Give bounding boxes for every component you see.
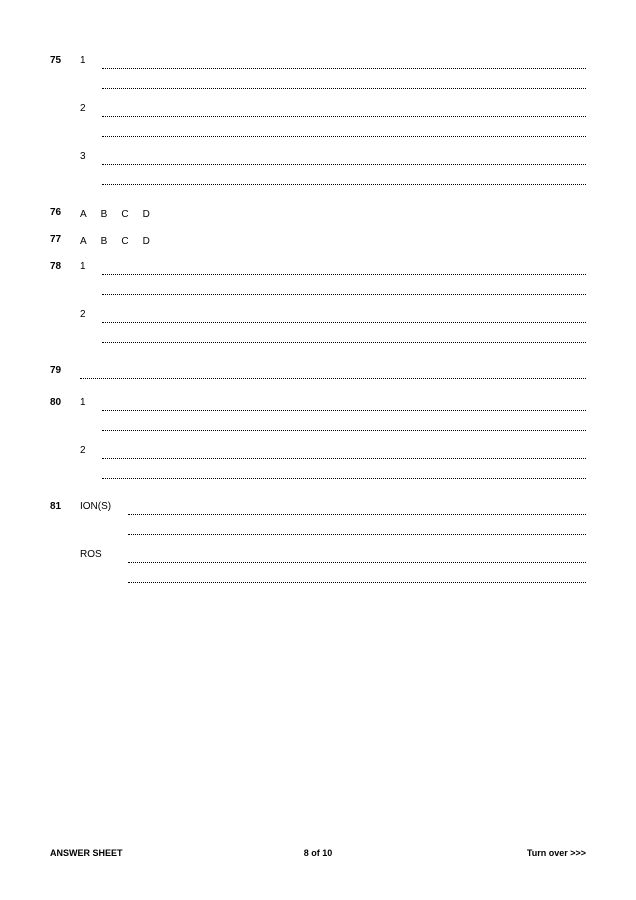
footer-left: ANSWER SHEET <box>50 848 123 858</box>
sub-2: 2 <box>80 309 586 353</box>
option-b[interactable]: B <box>101 209 108 220</box>
answer-line <box>102 103 586 117</box>
answer-line <box>102 281 586 295</box>
sub-1: 1 <box>80 261 586 305</box>
footer: ANSWER SHEET 8 of 10 Turn over >>> <box>0 848 636 858</box>
question-76: 76A B C D <box>50 207 586 226</box>
sub-3: 3 <box>80 151 586 195</box>
question-number: 79 <box>50 365 80 389</box>
question-79: 79 <box>50 365 586 389</box>
answer-line <box>128 569 586 583</box>
answer-line <box>128 549 586 563</box>
question-number: 76 <box>50 207 80 226</box>
question-number: 80 <box>50 397 80 493</box>
sub-label: 1 <box>80 55 102 99</box>
option-c[interactable]: C <box>121 209 128 220</box>
answer-line <box>102 171 586 185</box>
sub-2: 2 <box>80 103 586 147</box>
answer-line <box>102 55 586 69</box>
question-number: 78 <box>50 261 80 357</box>
sub-label: ION(S) <box>80 501 128 545</box>
option-b[interactable]: B <box>101 236 108 247</box>
sub-label: 2 <box>80 309 102 353</box>
question-81: 81ION(S)ROS <box>50 501 586 597</box>
sub-label: 3 <box>80 151 102 195</box>
question-number: 77 <box>50 234 80 253</box>
answer-line <box>102 261 586 275</box>
answer-line <box>102 445 586 459</box>
answer-line <box>102 309 586 323</box>
question-80: 8012 <box>50 397 586 493</box>
question-number: 81 <box>50 501 80 597</box>
answer-line <box>102 123 586 137</box>
sub-2: 2 <box>80 445 586 489</box>
question-77: 77A B C D <box>50 234 586 253</box>
answer-line <box>128 521 586 535</box>
option-a[interactable]: A <box>80 236 87 247</box>
option-a[interactable]: A <box>80 209 87 220</box>
sub-ION(S): ION(S) <box>80 501 586 545</box>
option-d[interactable]: D <box>143 236 150 247</box>
options-row: A B C D <box>80 207 586 226</box>
option-d[interactable]: D <box>143 209 150 220</box>
sub-label: 2 <box>80 445 102 489</box>
sub-ROS: ROS <box>80 549 586 593</box>
footer-center: 8 of 10 <box>304 848 333 858</box>
answer-line <box>102 329 586 343</box>
options-row: A B C D <box>80 234 586 253</box>
question-75: 75123 <box>50 55 586 199</box>
answer-line <box>102 397 586 411</box>
answer-line <box>80 365 586 379</box>
answer-line <box>102 417 586 431</box>
option-c[interactable]: C <box>121 236 128 247</box>
sub-1: 1 <box>80 397 586 441</box>
sub-1: 1 <box>80 55 586 99</box>
sub-label: 1 <box>80 397 102 441</box>
answer-line <box>102 465 586 479</box>
question-78: 7812 <box>50 261 586 357</box>
answer-line <box>102 151 586 165</box>
footer-right: Turn over >>> <box>527 848 586 858</box>
sub-label: 1 <box>80 261 102 305</box>
question-number: 75 <box>50 55 80 199</box>
sub-label: ROS <box>80 549 128 593</box>
answer-line <box>128 501 586 515</box>
answer-line <box>102 75 586 89</box>
sub-label: 2 <box>80 103 102 147</box>
